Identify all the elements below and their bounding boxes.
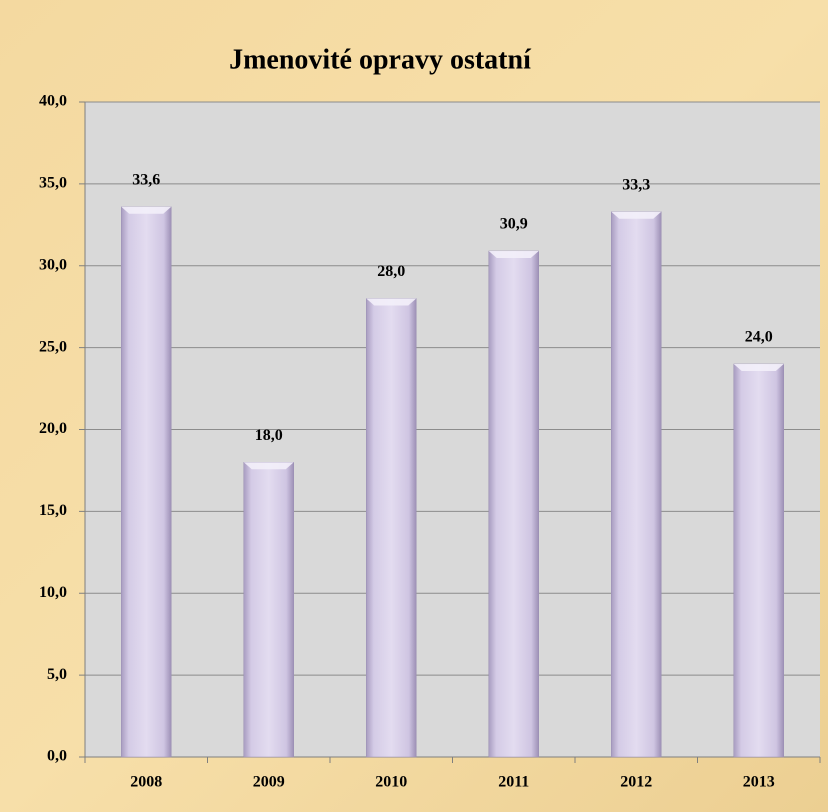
data-label: 18,0 bbox=[255, 427, 283, 444]
bar-bevel bbox=[366, 298, 417, 306]
y-tick-label: 0,0 bbox=[47, 748, 67, 765]
bar bbox=[611, 211, 662, 758]
x-tick-label: 2009 bbox=[253, 774, 285, 791]
y-tick-label: 20,0 bbox=[39, 420, 67, 437]
data-label: 24,0 bbox=[745, 329, 773, 346]
data-label: 28,0 bbox=[377, 263, 405, 280]
data-label: 33,3 bbox=[622, 176, 650, 193]
bar-bevel bbox=[488, 251, 539, 259]
bar bbox=[121, 206, 172, 758]
data-label: 33,6 bbox=[132, 171, 160, 188]
bar bbox=[366, 298, 417, 758]
chart-title: Jmenovité opravy ostatní bbox=[229, 44, 532, 75]
x-tick-label: 2010 bbox=[375, 774, 407, 791]
y-tick-label: 30,0 bbox=[39, 256, 67, 273]
x-tick-label: 2011 bbox=[498, 774, 529, 791]
bar-bevel bbox=[121, 206, 172, 214]
bar-bevel bbox=[733, 364, 784, 371]
bar bbox=[488, 250, 539, 758]
x-tick-label: 2012 bbox=[620, 774, 652, 791]
x-tick-label: 2013 bbox=[743, 774, 775, 791]
y-tick-label: 5,0 bbox=[47, 666, 67, 683]
bar bbox=[243, 462, 294, 758]
bar-bevel bbox=[611, 211, 662, 219]
y-tick-label: 25,0 bbox=[39, 338, 67, 355]
x-tick-label: 2008 bbox=[130, 774, 162, 791]
data-label: 30,9 bbox=[500, 216, 528, 233]
y-tick-label: 10,0 bbox=[39, 584, 67, 601]
bar-bevel bbox=[243, 462, 294, 470]
y-tick-label: 40,0 bbox=[39, 93, 67, 110]
y-tick-label: 35,0 bbox=[39, 175, 67, 192]
bar bbox=[733, 363, 784, 758]
y-tick-label: 15,0 bbox=[39, 502, 67, 519]
